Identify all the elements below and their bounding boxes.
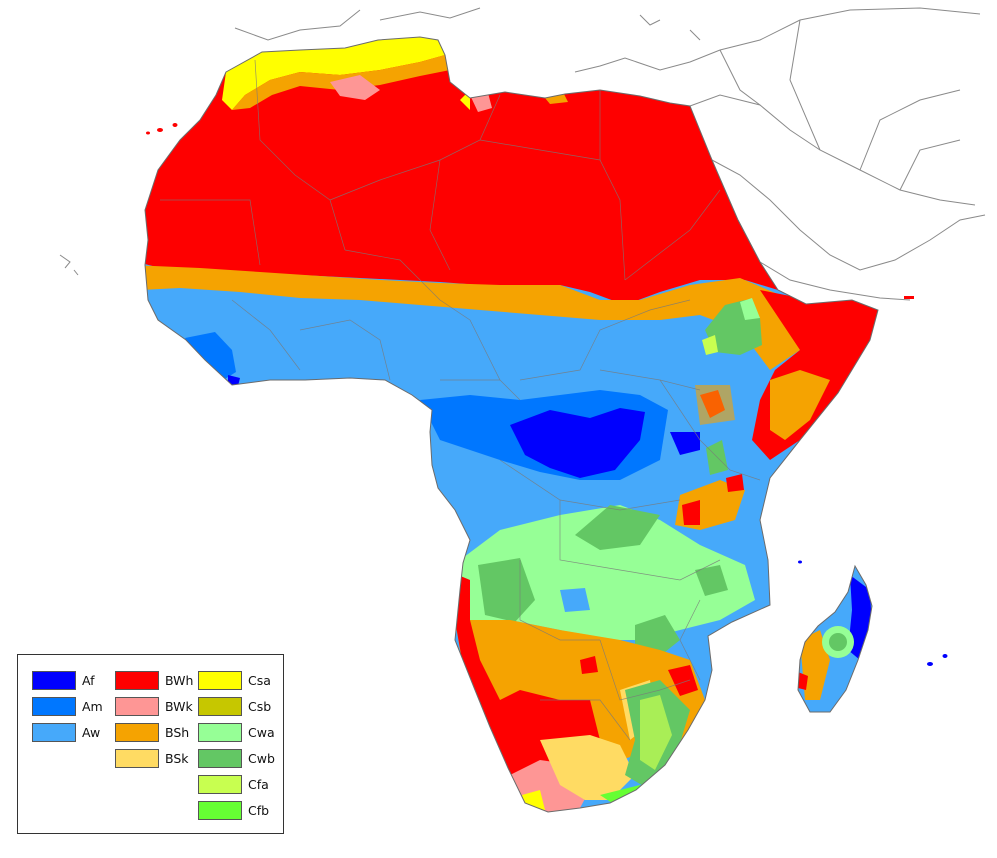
legend-label-bsh: BSh (165, 725, 190, 740)
legend-label-cwb: Cwb (248, 751, 275, 766)
legend-item-csb: Csb (198, 697, 271, 716)
legend-swatch-cwa (198, 723, 242, 742)
legend-swatch-aw (32, 723, 76, 742)
legend: Af Am Aw BWh BWk BSh BSk Csa Csb Cwa Cwb (17, 654, 284, 834)
legend-item-cwa: Cwa (198, 723, 275, 742)
legend-item-af: Af (32, 671, 95, 690)
legend-swatch-bwh (115, 671, 159, 690)
legend-item-bsh: BSh (115, 723, 189, 742)
legend-label-af: Af (82, 673, 95, 688)
legend-label-csb: Csb (248, 699, 272, 714)
legend-swatch-am (32, 697, 76, 716)
legend-item-bwk: BWk (115, 697, 193, 716)
legend-swatch-cfa (198, 775, 242, 794)
legend-swatch-cwb (198, 749, 242, 768)
legend-item-cfa: Cfa (198, 775, 269, 794)
legend-label-csa: Csa (248, 673, 271, 688)
legend-swatch-bsh (115, 723, 159, 742)
legend-item-cfb: Cfb (198, 801, 269, 820)
legend-item-bwh: BWh (115, 671, 193, 690)
legend-label-bsk: BSk (165, 751, 189, 766)
legend-swatch-cfb (198, 801, 242, 820)
legend-item-cwb: Cwb (198, 749, 275, 768)
legend-label-am: Am (82, 699, 103, 714)
legend-item-csa: Csa (198, 671, 271, 690)
legend-swatch-af (32, 671, 76, 690)
legend-label-cfb: Cfb (248, 803, 270, 818)
legend-swatch-csa (198, 671, 242, 690)
legend-label-aw: Aw (82, 725, 101, 740)
legend-label-bwh: BWh (165, 673, 194, 688)
legend-item-am: Am (32, 697, 103, 716)
legend-label-cwa: Cwa (248, 725, 275, 740)
legend-label-bwk: BWk (165, 699, 193, 714)
legend-swatch-csb (198, 697, 242, 716)
legend-item-bsk: BSk (115, 749, 189, 768)
legend-swatch-bsk (115, 749, 159, 768)
legend-label-cfa: Cfa (248, 777, 269, 792)
legend-swatch-bwk (115, 697, 159, 716)
legend-item-aw: Aw (32, 723, 100, 742)
